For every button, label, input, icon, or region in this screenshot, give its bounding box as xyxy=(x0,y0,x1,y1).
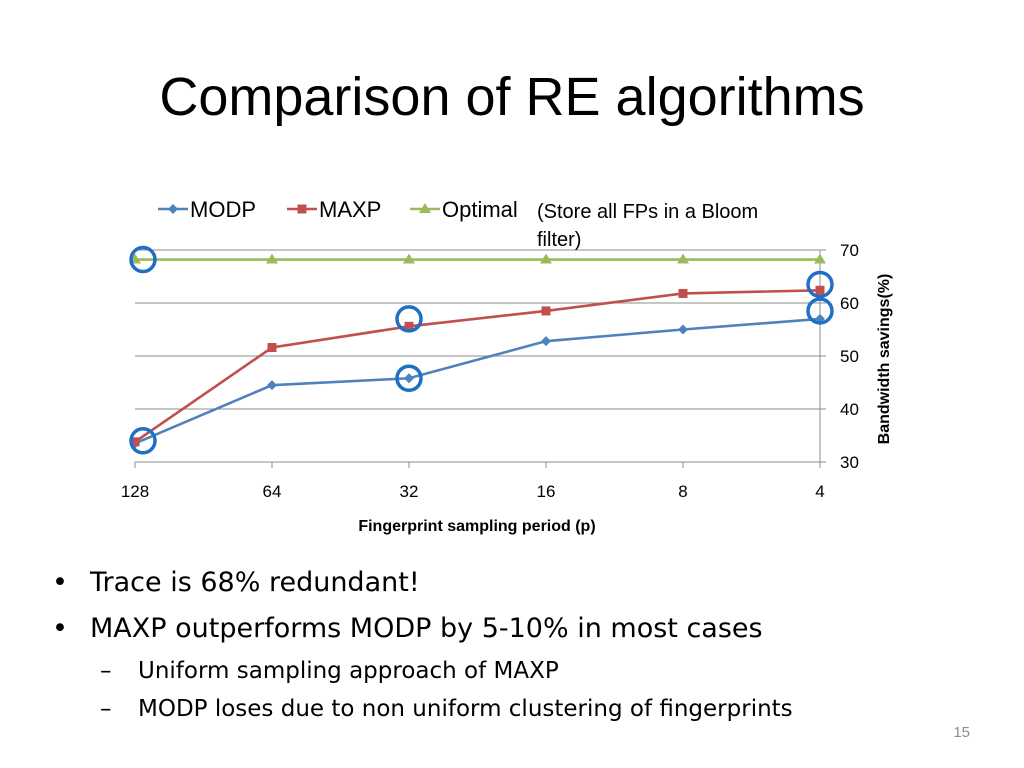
legend: MODP MAXP Optimal xyxy=(158,197,518,222)
highlight-circle xyxy=(806,297,834,325)
bullet-marker: • xyxy=(52,567,68,598)
data-point xyxy=(540,253,552,264)
gridlines xyxy=(135,249,820,410)
chart-annotation: (Store all FPs in a Bloom filter) xyxy=(537,201,758,251)
bullet-item: • MAXP outperforms MODP by 5-10% in most… xyxy=(52,606,992,652)
bullet-marker: • xyxy=(52,613,68,644)
x-axis-title: Fingerprint sampling period (p) xyxy=(358,518,595,535)
bullet-item: • Trace is 68% redundant! xyxy=(52,560,992,606)
x-tick-label: 32 xyxy=(400,482,419,501)
data-point xyxy=(404,321,414,331)
highlight-circle xyxy=(395,305,423,333)
legend-label: MODP xyxy=(190,197,256,222)
sub-bullet-marker: – xyxy=(100,696,112,722)
data-point xyxy=(403,253,415,264)
highlight-circle xyxy=(129,427,157,455)
y-tick-label: 70 xyxy=(840,241,859,260)
data-point xyxy=(541,306,551,316)
data-point xyxy=(267,343,277,353)
sub-bullet-text: Uniform sampling approach of MAXP xyxy=(138,658,559,684)
y-axis-title: Bandwidth savings(%) xyxy=(876,274,893,445)
data-point xyxy=(678,288,688,298)
data-point xyxy=(419,203,431,213)
series xyxy=(129,253,826,449)
highlight-circle xyxy=(806,270,834,299)
x-tick-label: 64 xyxy=(263,482,282,501)
x-tick-label: 128 xyxy=(121,482,149,501)
data-point xyxy=(297,204,307,214)
sub-bullet-text: MODP loses due to non uniform clustering… xyxy=(138,696,793,722)
data-point xyxy=(267,380,277,391)
series-line-maxp xyxy=(134,288,821,443)
sub-bullet-item: – Uniform sampling approach of MAXP xyxy=(52,652,992,690)
y-tick-label: 30 xyxy=(840,453,859,472)
data-point xyxy=(541,336,551,347)
sub-bullet-marker: – xyxy=(100,658,112,684)
y-tick-label: 50 xyxy=(840,347,859,366)
data-point xyxy=(130,437,140,447)
bullet-list: • Trace is 68% redundant! • MAXP outperf… xyxy=(52,560,992,728)
data-point xyxy=(814,253,826,264)
legend-label: Optimal xyxy=(442,197,518,222)
data-point xyxy=(168,204,178,214)
page-number: 15 xyxy=(953,724,970,741)
axes: 30 40 50 60 70 128 64 32 16 8 4 xyxy=(121,241,859,501)
series-line-modp xyxy=(134,317,821,445)
line-chart: 30 40 50 60 70 128 64 32 16 8 4 MODP MAXP Optimal Fi… xyxy=(121,197,893,535)
highlight-circle xyxy=(395,364,423,393)
highlight-circle xyxy=(129,245,157,274)
x-tick-label: 4 xyxy=(815,482,824,501)
data-point xyxy=(678,324,688,335)
data-point xyxy=(677,253,689,264)
y-tick-label: 60 xyxy=(840,294,859,313)
data-point xyxy=(404,373,414,384)
bullet-text: Trace is 68% redundant! xyxy=(90,567,420,598)
data-point xyxy=(815,285,825,295)
sub-bullet-item: – MODP loses due to non uniform clusteri… xyxy=(52,690,992,728)
data-point xyxy=(266,253,278,264)
bullet-text: MAXP outperforms MODP by 5-10% in most c… xyxy=(90,613,763,644)
highlight-circles xyxy=(129,245,834,455)
x-tick-label: 8 xyxy=(678,482,687,501)
x-tick-label: 16 xyxy=(537,482,556,501)
y-tick-label: 40 xyxy=(840,400,859,419)
legend-label: MAXP xyxy=(319,197,381,222)
slide-title: Comparison of RE algorithms xyxy=(159,67,865,127)
